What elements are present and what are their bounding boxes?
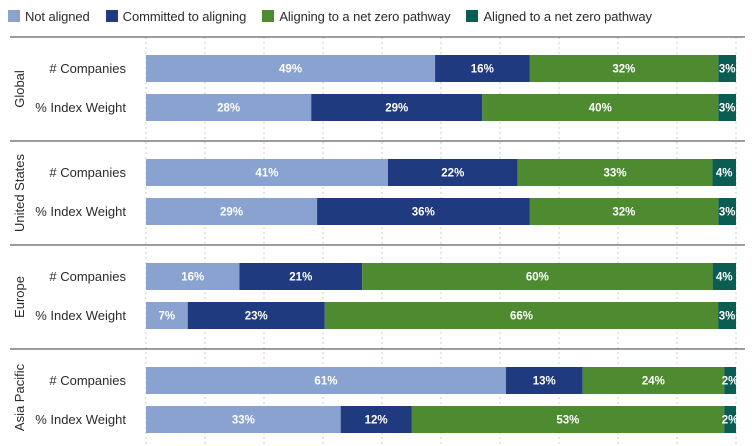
legend-swatch-aligned-net-zero	[466, 10, 479, 22]
bar-global-index-weight-not-aligned	[146, 94, 312, 121]
data-label-europe-index-weight-aligned-to-a-net-zero-pathway: 3%	[719, 311, 736, 323]
bar-asia-pacific-index-weight-committed-to-aligning	[340, 406, 412, 433]
bar-united-states-index-weight-aligned-to-a-net-zero-pathway	[718, 198, 736, 225]
bar-united-states-index-weight-not-aligned	[146, 198, 318, 225]
bar-global-index-weight-committed-to-aligning	[311, 94, 483, 121]
group-label-asia-pacific: Asia Pacific	[12, 363, 27, 431]
bar-asia-pacific-index-weight-aligning-to-a-net-zero-pathway	[411, 406, 725, 433]
bar-asia-pacific-index-weight-aligned-to-a-net-zero-pathway	[724, 406, 736, 433]
row-label-asia-pacific-companies: # Companies	[49, 373, 126, 388]
data-label-united-states-index-weight-aligned-to-a-net-zero-pathway: 3%	[719, 207, 736, 219]
chart-legend: Not aligned Committed to aligning Aligni…	[8, 7, 668, 25]
legend-label-not-aligned: Not aligned	[25, 8, 90, 24]
bar-asia-pacific-companies-not-aligned	[146, 367, 506, 394]
legend-item-aligning-net-zero: Aligning to a net zero pathway	[262, 8, 451, 24]
bar-europe-index-weight-aligning-to-a-net-zero-pathway	[324, 302, 719, 329]
group-label-europe: Europe	[12, 276, 27, 318]
bar-united-states-index-weight-aligning-to-a-net-zero-pathway	[529, 198, 719, 225]
bar-united-states-companies-not-aligned	[146, 159, 388, 186]
data-label-europe-companies-committed-to-aligning: 21%	[289, 272, 312, 284]
bar-global-companies-not-aligned	[146, 55, 436, 82]
data-label-united-states-index-weight-committed-to-aligning: 36%	[412, 207, 435, 219]
legend-label-committed-to-aligning: Committed to aligning	[122, 8, 247, 24]
bar-europe-index-weight-not-aligned	[146, 302, 188, 329]
data-label-asia-pacific-index-weight-committed-to-aligning: 12%	[365, 415, 388, 427]
data-label-asia-pacific-index-weight-aligned-to-a-net-zero-pathway: 2%	[722, 415, 739, 427]
legend-swatch-not-aligned	[8, 10, 20, 22]
group-label-united-states: United States	[12, 153, 27, 232]
data-label-europe-companies-not-aligned: 16%	[181, 272, 204, 284]
group-label-global: Global	[12, 70, 27, 108]
data-label-global-index-weight-committed-to-aligning: 29%	[385, 103, 408, 115]
row-label-global-companies: # Companies	[49, 61, 126, 76]
data-label-united-states-companies-not-aligned: 41%	[255, 168, 278, 180]
data-label-global-index-weight-aligning-to-a-net-zero-pathway: 40%	[589, 103, 612, 115]
bar-global-companies-aligning-to-a-net-zero-pathway	[529, 55, 719, 82]
data-label-europe-companies-aligned-to-a-net-zero-pathway: 4%	[716, 272, 733, 284]
data-label-global-index-weight-aligned-to-a-net-zero-pathway: 3%	[719, 103, 736, 115]
bar-united-states-companies-aligning-to-a-net-zero-pathway	[517, 159, 713, 186]
data-label-united-states-companies-aligned-to-a-net-zero-pathway: 4%	[716, 168, 733, 180]
data-label-asia-pacific-companies-aligning-to-a-net-zero-pathway: 24%	[642, 376, 665, 388]
data-label-asia-pacific-companies-committed-to-aligning: 13%	[533, 376, 556, 388]
data-label-united-states-companies-aligning-to-a-net-zero-pathway: 33%	[604, 168, 627, 180]
row-label-united-states-companies: # Companies	[49, 165, 126, 180]
data-label-global-index-weight-not-aligned: 28%	[217, 103, 240, 115]
bar-global-companies-committed-to-aligning	[435, 55, 530, 82]
data-label-asia-pacific-companies-aligned-to-a-net-zero-pathway: 2%	[722, 376, 739, 388]
legend-item-aligned-net-zero: Aligned to a net zero pathway	[466, 8, 652, 24]
bar-asia-pacific-companies-aligned-to-a-net-zero-pathway	[724, 367, 736, 394]
row-label-global-index-weight: % Index Weight	[35, 100, 126, 115]
data-label-europe-index-weight-aligning-to-a-net-zero-pathway: 66%	[510, 311, 533, 323]
data-label-united-states-index-weight-aligning-to-a-net-zero-pathway: 32%	[612, 207, 635, 219]
data-label-global-companies-not-aligned: 49%	[279, 64, 302, 76]
data-label-global-companies-aligned-to-a-net-zero-pathway: 3%	[719, 64, 736, 76]
row-label-united-states-index-weight: % Index Weight	[35, 204, 126, 219]
legend-item-not-aligned: Not aligned	[8, 9, 90, 24]
data-label-global-companies-aligning-to-a-net-zero-pathway: 32%	[612, 64, 635, 76]
bar-europe-companies-aligning-to-a-net-zero-pathway	[362, 263, 713, 290]
bar-global-index-weight-aligned-to-a-net-zero-pathway	[718, 94, 736, 121]
data-label-united-states-companies-committed-to-aligning: 22%	[441, 168, 464, 180]
bar-europe-companies-committed-to-aligning	[239, 263, 363, 290]
data-label-europe-index-weight-committed-to-aligning: 23%	[245, 311, 268, 323]
data-label-europe-companies-aligning-to-a-net-zero-pathway: 60%	[526, 272, 549, 284]
bar-europe-companies-aligned-to-a-net-zero-pathway	[712, 263, 736, 290]
bar-europe-companies-not-aligned	[146, 263, 240, 290]
bar-united-states-index-weight-committed-to-aligning	[317, 198, 530, 225]
legend-label-aligning-net-zero: Aligning to a net zero pathway	[279, 8, 451, 24]
bar-united-states-companies-committed-to-aligning	[387, 159, 518, 186]
bar-asia-pacific-index-weight-not-aligned	[146, 406, 341, 433]
data-label-global-companies-committed-to-aligning: 16%	[471, 64, 494, 76]
data-label-asia-pacific-companies-not-aligned: 61%	[314, 376, 337, 388]
bar-europe-index-weight-aligned-to-a-net-zero-pathway	[718, 302, 736, 329]
bar-global-index-weight-aligning-to-a-net-zero-pathway	[482, 94, 719, 121]
data-label-europe-index-weight-not-aligned: 7%	[159, 311, 176, 323]
bar-europe-index-weight-committed-to-aligning	[187, 302, 325, 329]
row-label-europe-index-weight: % Index Weight	[35, 308, 126, 323]
data-label-asia-pacific-index-weight-aligning-to-a-net-zero-pathway: 53%	[556, 415, 579, 427]
data-label-asia-pacific-index-weight-not-aligned: 33%	[232, 415, 255, 427]
legend-label-aligned-net-zero: Aligned to a net zero pathway	[483, 8, 652, 24]
bar-united-states-companies-aligned-to-a-net-zero-pathway	[712, 159, 736, 186]
bar-asia-pacific-companies-committed-to-aligning	[505, 367, 583, 394]
data-label-united-states-index-weight-not-aligned: 29%	[220, 207, 243, 219]
row-label-asia-pacific-index-weight: % Index Weight	[35, 412, 126, 427]
bar-global-companies-aligned-to-a-net-zero-pathway	[718, 55, 736, 82]
bar-asia-pacific-companies-aligning-to-a-net-zero-pathway	[582, 367, 725, 394]
legend-swatch-aligning-net-zero	[262, 10, 275, 22]
legend-swatch-committed-to-aligning	[105, 10, 118, 22]
row-label-europe-companies: # Companies	[49, 269, 126, 284]
legend-item-committed-to-aligning: Committed to aligning	[105, 8, 247, 24]
